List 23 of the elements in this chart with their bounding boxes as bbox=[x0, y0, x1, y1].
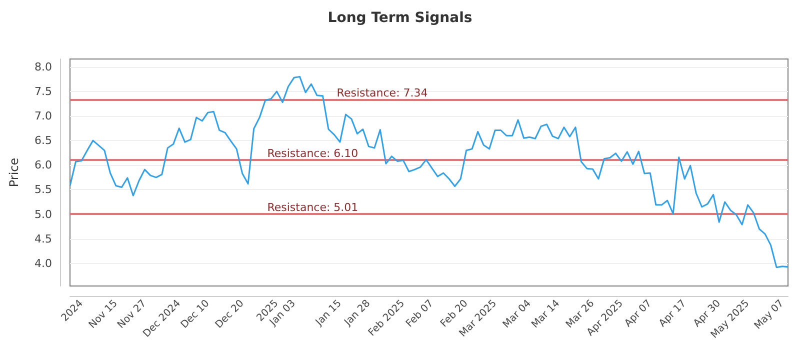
x-tick-label: Dec 20 bbox=[214, 298, 246, 331]
x-tick-label: Jan 15 bbox=[313, 298, 344, 329]
y-tick-label: 5.0 bbox=[34, 208, 52, 221]
ref-line-label: Resistance: 6.10 bbox=[267, 147, 358, 160]
y-axis-title: Price bbox=[7, 158, 21, 188]
x-tick-label: Apr 17 bbox=[657, 298, 688, 330]
ref-line-label: Resistance: 7.34 bbox=[336, 86, 428, 100]
y-tick-label: 4.0 bbox=[34, 256, 52, 270]
ref-line-label: Resistance: 5.01 bbox=[267, 200, 358, 214]
line-series bbox=[69, 76, 789, 268]
x-tick-label: Apr 07 bbox=[622, 298, 654, 330]
y-tick-label: 5.5 bbox=[34, 183, 52, 196]
x-tick-label: Jan 28 bbox=[342, 298, 373, 329]
x-tick-label: Mar 14 bbox=[530, 298, 562, 330]
y-tick-label: 6.0 bbox=[34, 158, 52, 172]
x-tick-label: Feb 07 bbox=[404, 298, 436, 330]
y-tick-label: 4.5 bbox=[34, 232, 52, 246]
chart-title: Long Term Signals bbox=[328, 10, 472, 26]
y-tick-label: 7.5 bbox=[34, 84, 52, 98]
y-tick-label: 6.5 bbox=[34, 134, 52, 148]
y-tick-label: 8.0 bbox=[34, 60, 52, 74]
y-tick-label: 7.0 bbox=[34, 109, 52, 122]
x-tick-label: Dec 10 bbox=[179, 298, 212, 331]
